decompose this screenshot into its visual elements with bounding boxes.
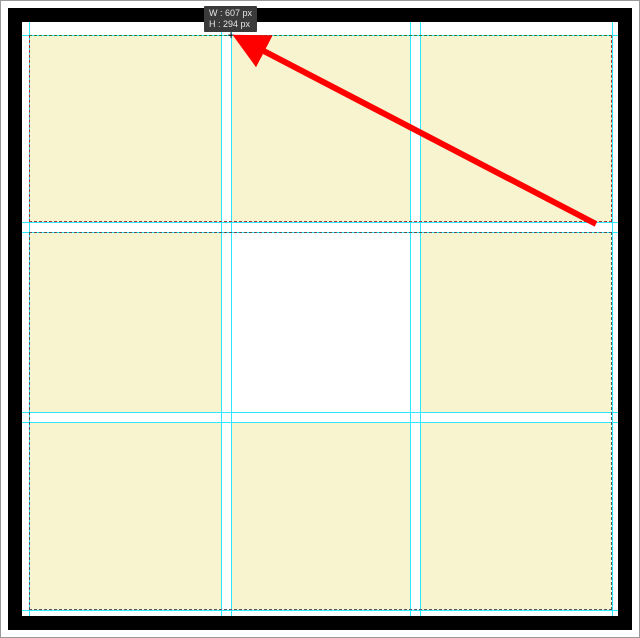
guide-vertical-5[interactable] xyxy=(420,22,421,616)
tooltip-line-h: H : 294 px xyxy=(209,19,252,30)
guide-vertical-1[interactable] xyxy=(29,22,30,616)
guide-vertical-2[interactable] xyxy=(221,22,222,616)
grid-cell-4 xyxy=(29,232,221,412)
guide-horizontal-2[interactable] xyxy=(22,222,618,223)
grid-cell-2 xyxy=(231,35,410,222)
grid-cell-7 xyxy=(29,422,221,610)
grid-cell-3 xyxy=(420,35,612,222)
guide-horizontal-4[interactable] xyxy=(22,412,618,413)
grid-cell-8 xyxy=(231,422,410,610)
guide-horizontal-6[interactable] xyxy=(22,610,618,611)
tooltip-h-value: 294 px xyxy=(223,19,250,29)
grid-cell-9 xyxy=(420,422,612,610)
measurement-tooltip: W : 607 px H : 294 px xyxy=(204,6,257,32)
grid-cell-1 xyxy=(29,35,221,222)
tooltip-line-w: W : 607 px xyxy=(209,8,252,19)
guide-vertical-4[interactable] xyxy=(410,22,411,616)
canvas[interactable] xyxy=(22,22,618,616)
grid-cell-6 xyxy=(420,232,612,412)
tooltip-h-label: H : xyxy=(209,19,221,29)
guide-horizontal-1[interactable] xyxy=(22,35,618,36)
guide-horizontal-3[interactable] xyxy=(22,232,618,233)
tooltip-w-label: W : xyxy=(209,8,223,18)
guide-vertical-6[interactable] xyxy=(612,22,613,616)
guide-vertical-3[interactable] xyxy=(231,22,232,616)
guide-horizontal-5[interactable] xyxy=(22,422,618,423)
tooltip-w-value: 607 px xyxy=(225,8,252,18)
